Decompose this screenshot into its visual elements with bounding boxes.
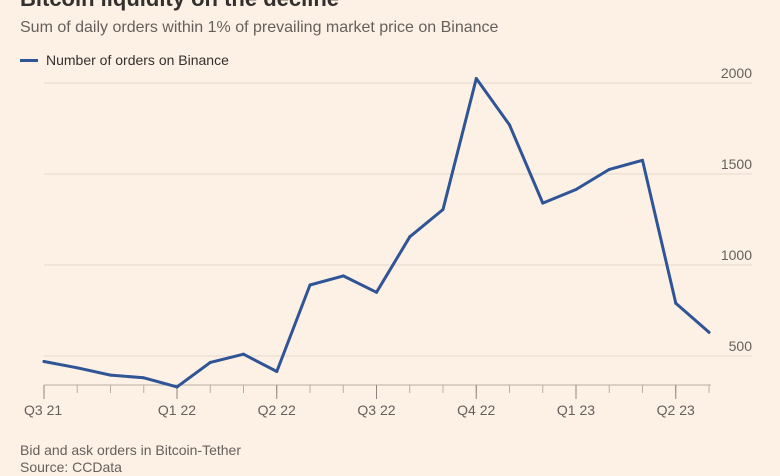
data-point [607,167,611,171]
data-point [408,235,412,239]
series-line [42,77,711,389]
data-point [75,366,79,370]
data-point [275,369,279,373]
data-point [707,330,711,334]
data-point [541,201,545,205]
y-tick-label: 1500 [721,156,752,172]
y-tick-label: 2000 [721,65,752,81]
source-text: Source: CCData [20,459,122,475]
chart-title: Bitcoin liquidity on the decline [20,0,339,12]
data-point [574,187,578,191]
chart-subtitle: Sum of daily orders within 1% of prevail… [20,19,499,36]
x-tick-label: Q1 22 [158,402,196,418]
data-point [375,290,378,294]
x-tick-label: Q3 21 [24,402,62,418]
data-point [208,360,212,364]
data-point [474,76,478,80]
y-tick-label: 1000 [721,247,752,263]
x-tick-label: Q1 23 [557,402,595,418]
x-tick-label: Q2 23 [657,402,695,418]
x-tick-label: Q3 22 [357,402,395,418]
data-point [142,376,146,380]
data-point [242,352,245,356]
data-point [42,359,46,363]
data-point [508,123,511,127]
legend: Number of orders on Binance [20,52,229,68]
data-point [109,373,112,377]
chart-footer: Bid and ask orders in Bitcoin-Tether Sou… [20,442,241,476]
note-text: Bid and ask orders in Bitcoin-Tether [20,442,241,458]
x-tick-label: Q2 22 [258,402,296,418]
data-point [641,158,644,162]
data-point [341,274,345,278]
x-tick-label: Q4 22 [457,402,495,418]
legend-label: Number of orders on Binance [46,52,229,68]
y-tick-label: 500 [729,338,753,354]
data-point [308,283,312,287]
legend-swatch [20,58,38,62]
data-point [441,207,445,211]
data-point [175,385,179,389]
data-point [674,301,678,305]
